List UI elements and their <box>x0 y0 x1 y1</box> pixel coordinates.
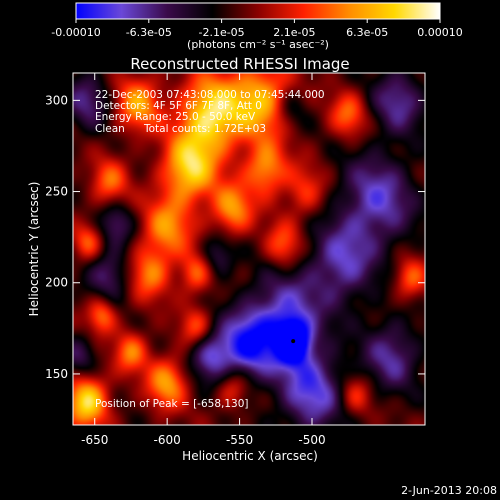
y-axis-label: Heliocentric Y (arcsec) <box>27 182 41 317</box>
annotation-peak-position: Position of Peak = [-658,130] <box>95 398 249 410</box>
y-tick-label: 200 <box>45 276 68 290</box>
heatmap-image <box>73 73 425 425</box>
y-tick-label: 150 <box>45 367 68 381</box>
colorbar-unit-label: (photons cm⁻² s⁻¹ asec⁻²) <box>187 38 329 51</box>
y-axis-ticks: 150 200 250 300 <box>45 93 425 381</box>
colorbar-tick-label: -6.3e-05 <box>126 26 172 39</box>
annotation-detectors: Detectors: 4F 5F 6F 7F 8F, Att 0 <box>95 100 262 112</box>
colorbar-tick-label: -0.00010 <box>51 26 100 39</box>
marker-dot <box>291 339 296 344</box>
chart-title: Reconstructed RHESSI Image <box>130 55 349 73</box>
plot-area <box>72 72 426 426</box>
colorbar-tick-label: 0.00010 <box>417 26 463 39</box>
annotation-method: Clean <box>95 123 125 135</box>
x-axis-label: Heliocentric X (arcsec) <box>182 449 318 463</box>
x-tick-label: -650 <box>81 433 108 447</box>
annotation-energy-range: Energy Range: 25.0 - 50.0 keV <box>95 111 256 123</box>
annotations: 22-Dec-2003 07:43:08.000 to 07:45:44.000… <box>95 89 325 410</box>
annotation-total-counts: Total counts: 1.72E+03 <box>143 123 266 135</box>
colorbar-tick-label: 6.3e-05 <box>346 26 388 39</box>
x-tick-label: -600 <box>154 433 181 447</box>
colorbar-gradient <box>75 2 441 20</box>
x-axis-ticks: -650 -600 -550 -500 <box>81 73 326 447</box>
colorbar: -0.00010 -6.3e-05 -2.1e-05 2.1e-05 6.3e-05 0.… <box>51 2 463 51</box>
colorbar-tick-label: -2.1e-05 <box>198 26 244 39</box>
plot-frame <box>72 72 426 426</box>
footer-date: 2-Jun-2013 20:08 <box>401 484 497 497</box>
colorbar-tick-label: 2.1e-05 <box>273 26 315 39</box>
y-tick-label: 300 <box>45 93 68 107</box>
annotation-time-range: 22-Dec-2003 07:43:08.000 to 07:45:44.000 <box>95 89 325 101</box>
x-tick-label: -550 <box>226 433 253 447</box>
colorbar-ticks: -0.00010 -6.3e-05 -2.1e-05 2.1e-05 6.3e-05 0.… <box>51 19 463 39</box>
y-tick-label: 250 <box>45 185 68 199</box>
x-tick-label: -500 <box>298 433 325 447</box>
